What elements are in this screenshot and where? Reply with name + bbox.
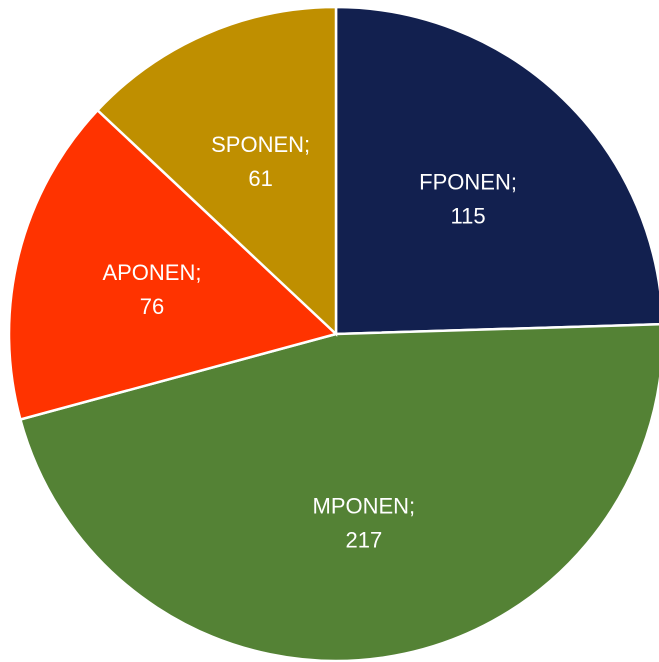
slice-value-label: 61 (248, 166, 272, 191)
slice-category-label: APONEN; (102, 260, 201, 285)
slice-value-label: 76 (140, 294, 164, 319)
pie-slice (7, 108, 339, 422)
slice-value-label: 115 (451, 204, 486, 229)
pie-slice (18, 323, 659, 662)
slice-category-label: FPONEN; (419, 170, 517, 195)
slice-value-label: 217 (345, 527, 382, 552)
pie-slice (95, 5, 338, 337)
slice-category-label: SPONEN; (211, 132, 310, 157)
slice-category-label: MPONEN; (313, 493, 416, 518)
pie-slice (334, 5, 659, 336)
